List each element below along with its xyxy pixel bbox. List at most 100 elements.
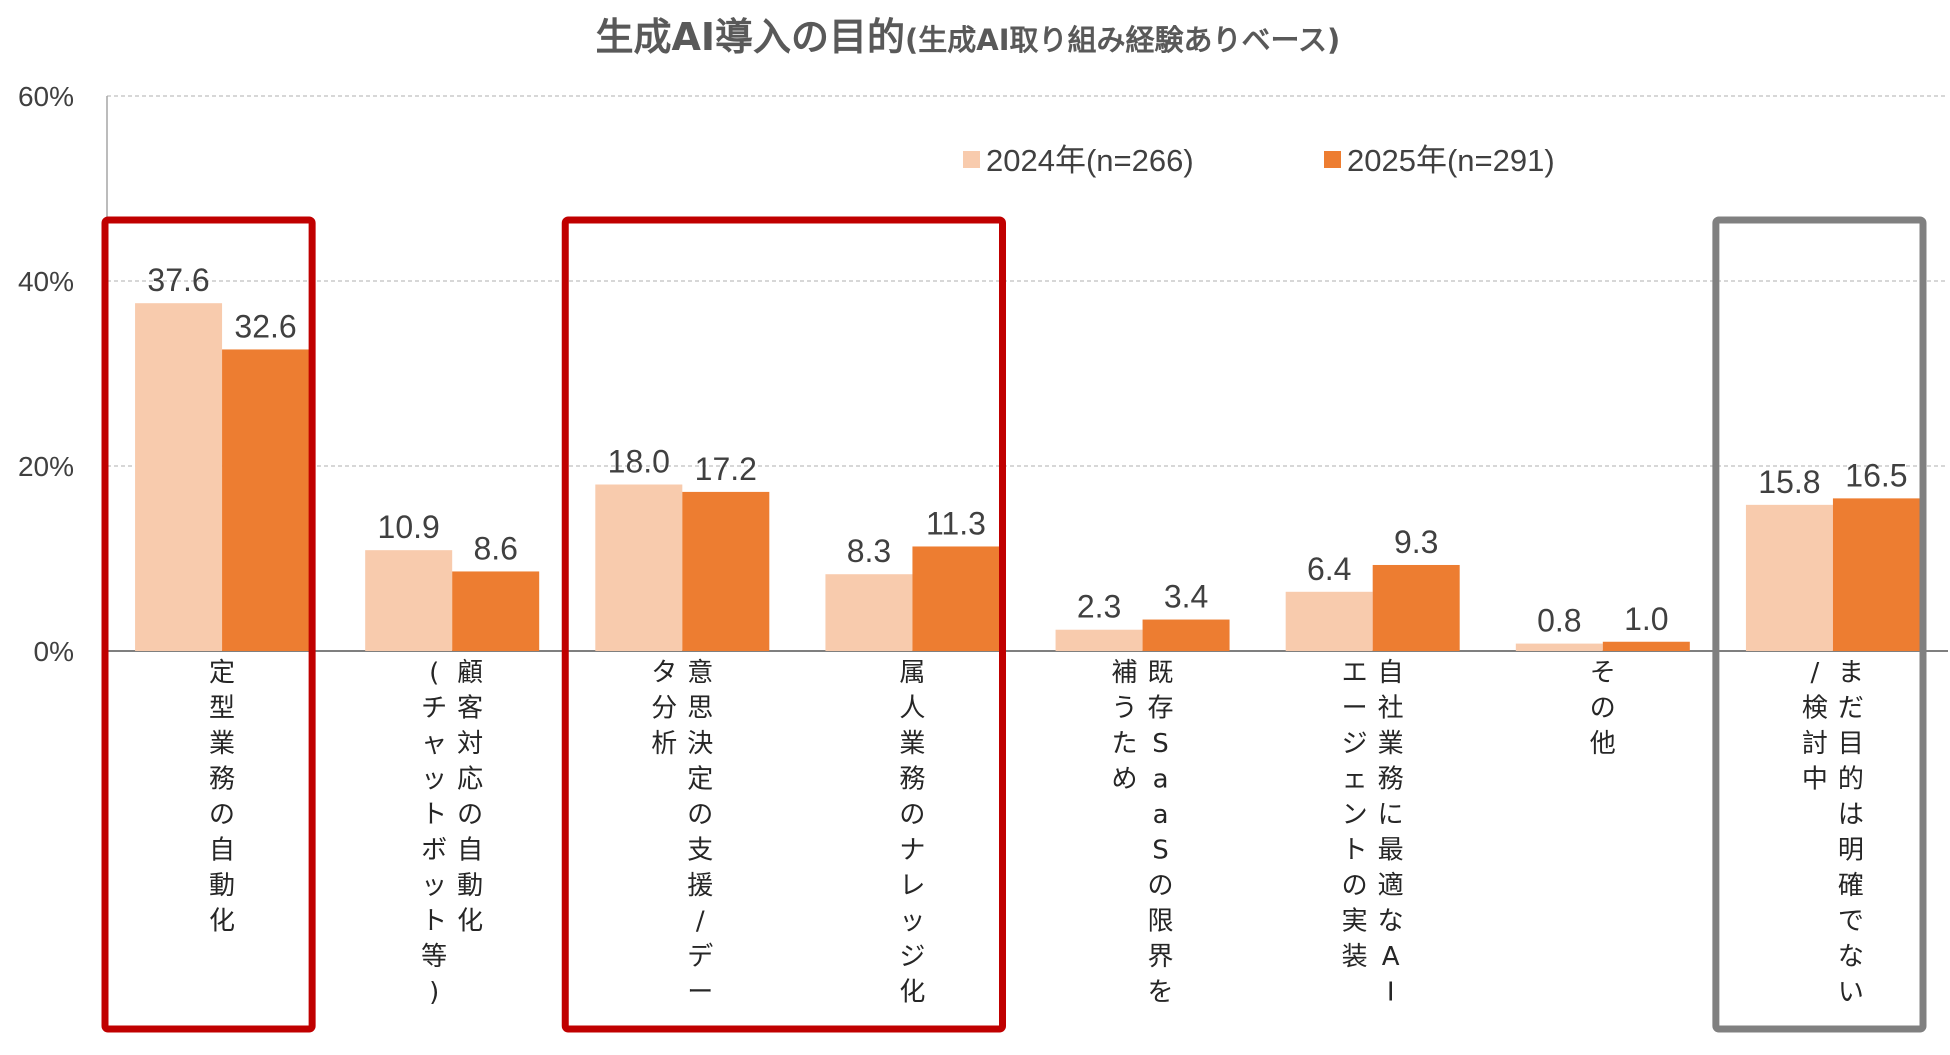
category-label-char: ジ — [899, 942, 925, 972]
category-label-char: を — [1148, 978, 1174, 1008]
category-label-char: ト — [1342, 836, 1368, 866]
category-label-char: 客 — [457, 694, 483, 724]
category-label-char: な — [1378, 907, 1404, 937]
legend-label: 2024年(n=266) — [986, 143, 1194, 178]
data-label: 17.2 — [695, 451, 757, 487]
category-label-char: 中 — [1802, 765, 1828, 795]
category-label-char: タ — [651, 658, 677, 688]
category-label-char: 化 — [899, 978, 925, 1008]
data-label: 8.6 — [473, 530, 517, 566]
category-label-char: た — [1112, 729, 1138, 759]
bar — [1055, 629, 1143, 651]
data-labels: 37.6 10.9 18.0 8.3 2.3 6.4 0.8 15.8 32.6 8.6 17.2 1… — [147, 262, 1907, 638]
data-label: 16.5 — [1845, 457, 1907, 493]
category-label-char: 限 — [1148, 907, 1174, 937]
data-label: 3.4 — [1164, 579, 1208, 615]
bar — [595, 484, 683, 651]
bar — [1285, 591, 1373, 651]
category-label: その他 — [1590, 658, 1616, 759]
category-label-char: 人 — [899, 694, 925, 724]
category-label-char: ま — [1838, 658, 1864, 688]
category-labels: 定型業務の自動化顧客対応の自動化(チャットボット等)意思決定の支援/データ分析属… — [209, 658, 1864, 1008]
bar — [1602, 641, 1690, 651]
legend-label: 2025年(n=291) — [1347, 143, 1555, 178]
category-label-char: 定 — [209, 658, 235, 688]
category-label-char: レ — [899, 871, 925, 901]
category-label-char: ー — [687, 978, 713, 1008]
y-tick-label: 60% — [18, 81, 74, 112]
category-label-char: 化 — [457, 907, 483, 937]
data-label: 10.9 — [378, 509, 440, 545]
category-label-char: 自 — [209, 836, 235, 866]
data-label: 18.0 — [608, 444, 670, 480]
category-label-char: 務 — [1378, 765, 1404, 795]
category-label-char: エ — [1342, 658, 1368, 688]
category-label-char: チ — [421, 694, 447, 724]
category-label-char: の — [1590, 694, 1616, 724]
y-tick-label: 40% — [18, 266, 74, 297]
category-label-char: 援 — [687, 871, 713, 901]
category-label-char: の — [1148, 871, 1174, 901]
category-label-char: ン — [1342, 800, 1368, 830]
legend-swatch — [963, 151, 980, 168]
category-label-char: 顧 — [457, 658, 483, 688]
category-label-char: 適 — [1378, 871, 1404, 901]
category-label-char: ボ — [421, 836, 447, 866]
data-label: 2.3 — [1077, 589, 1121, 625]
data-label: 15.8 — [1758, 464, 1820, 500]
category-label-char: ッ — [421, 871, 447, 901]
category-label-char: 動 — [457, 871, 483, 901]
category-label-char: 補 — [1112, 658, 1138, 688]
category-label-char: 等 — [421, 942, 447, 972]
data-label: 9.3 — [1394, 524, 1438, 560]
category-label-char: 自 — [457, 836, 483, 866]
category-label-char: 明 — [1838, 836, 1864, 866]
data-label: 1.0 — [1624, 601, 1668, 637]
category-label-char: 界 — [1148, 942, 1174, 972]
category-label-char: 的 — [1838, 765, 1864, 795]
category-label-char: / — [696, 907, 705, 937]
category-label-char: 化 — [209, 907, 235, 937]
category-label-char: 思 — [687, 694, 713, 724]
data-label: 11.3 — [926, 505, 986, 541]
y-tick-label: 20% — [18, 451, 74, 482]
category-label-char: そ — [1590, 658, 1616, 688]
bar — [1745, 504, 1833, 651]
category-label-char: S — [1152, 729, 1169, 759]
category-label-char: 装 — [1342, 942, 1368, 972]
category-label-char: の — [457, 800, 483, 830]
category-label-char: い — [1838, 978, 1864, 1008]
category-label-char: 動 — [209, 871, 235, 901]
bar — [1832, 498, 1920, 651]
category-label-char: で — [1838, 907, 1864, 937]
y-axis: 0% 20% 40% 60% — [18, 81, 1948, 667]
category-label-char: 存 — [1148, 694, 1174, 724]
data-label: 37.6 — [147, 262, 209, 298]
category-label-char: に — [1378, 800, 1404, 830]
category-label-char: ッ — [421, 765, 447, 795]
category-label-char: ( — [429, 658, 439, 688]
bar — [1142, 619, 1230, 651]
category-label-char: 目 — [1838, 729, 1864, 759]
category-label-char: め — [1112, 765, 1138, 795]
data-label: 8.3 — [847, 533, 891, 569]
gridlines — [107, 95, 1948, 467]
category-label-char: 業 — [1378, 729, 1404, 759]
category-label-char: 業 — [899, 729, 925, 759]
category-label-char: 対 — [457, 729, 483, 759]
chart-subtitle: (生成AI取り組み経験ありベース) — [905, 23, 1340, 57]
highlight-boxes — [101, 216, 1927, 1033]
category-label-char: 検 — [1802, 694, 1828, 724]
category-label-char: 討 — [1802, 729, 1828, 759]
bar — [825, 574, 913, 651]
category-label-char: a — [1153, 765, 1169, 795]
category-label-char: ッ — [899, 907, 925, 937]
category-label-char: ナ — [899, 836, 925, 866]
category-label-char: デ — [687, 942, 713, 972]
bar — [452, 571, 540, 651]
